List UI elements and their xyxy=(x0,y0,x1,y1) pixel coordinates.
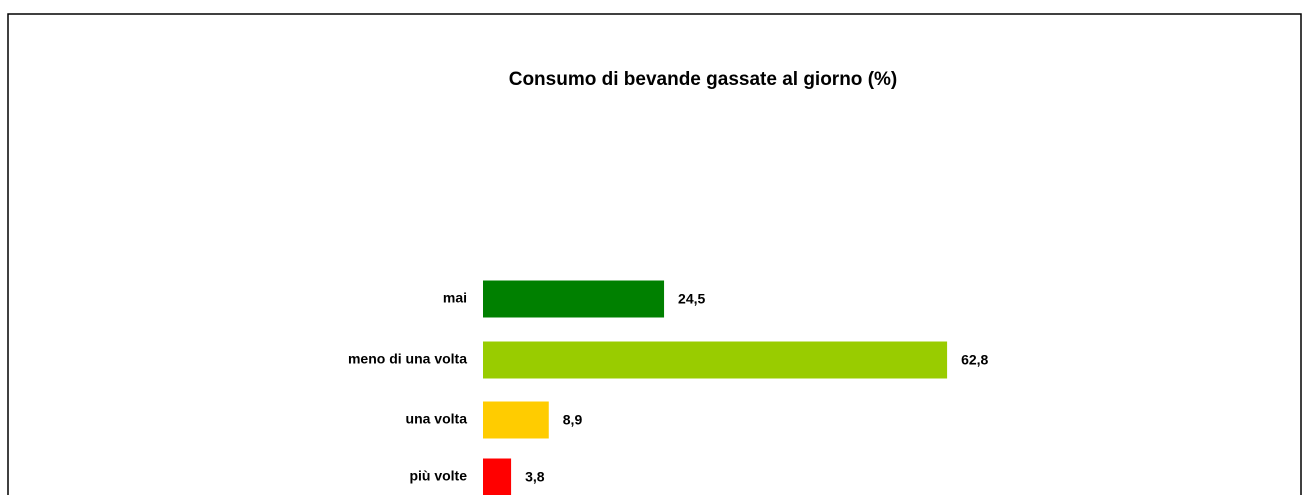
bar xyxy=(483,280,665,318)
category-label: meno di una volta xyxy=(348,351,467,367)
value-label: 8,9 xyxy=(563,412,583,428)
category-label: mai xyxy=(443,290,467,306)
bar xyxy=(483,401,549,439)
value-label: 24,5 xyxy=(678,291,705,307)
bar xyxy=(483,341,948,379)
category-label: più volte xyxy=(409,468,467,484)
value-label: 3,8 xyxy=(525,469,545,485)
category-label: una volta xyxy=(406,411,468,427)
value-label: 62,8 xyxy=(961,352,988,368)
chart-title: Consumo di bevande gassate al giorno (%) xyxy=(509,69,898,90)
chart-border xyxy=(7,13,1302,495)
bar xyxy=(483,458,512,495)
